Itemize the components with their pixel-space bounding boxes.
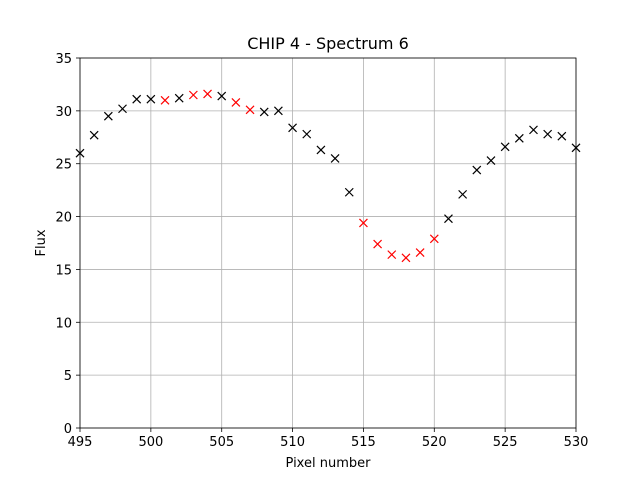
data-points (75, 89, 581, 263)
highlighted-data-point (231, 97, 241, 107)
highlighted-data-point (160, 95, 170, 105)
data-point (118, 104, 127, 114)
data-point (302, 129, 312, 139)
y-tick-label: 5 (64, 369, 72, 384)
highlighted-data-point (387, 250, 397, 260)
data-point (217, 91, 227, 101)
x-axis-title: Pixel number (286, 456, 372, 471)
x-tick-label: 525 (493, 435, 518, 450)
data-point (316, 145, 326, 155)
x-tick-label: 520 (422, 435, 447, 450)
data-point (500, 142, 510, 152)
highlighted-data-point (203, 89, 212, 99)
y-tick-label: 25 (55, 158, 72, 173)
highlighted-data-point (188, 90, 198, 100)
data-point (486, 156, 496, 165)
x-tick-label: 500 (138, 435, 163, 450)
data-point (557, 131, 567, 141)
x-tick-label: 515 (351, 435, 376, 450)
highlighted-data-point (401, 253, 411, 263)
data-point (543, 129, 553, 139)
data-point (288, 123, 297, 133)
highlighted-data-point (359, 218, 368, 228)
y-tick-label: 30 (55, 105, 72, 120)
chart-title: CHIP 4 - Spectrum 6 (247, 34, 409, 53)
data-point (89, 130, 99, 140)
highlighted-data-point (429, 234, 439, 244)
data-point (529, 125, 538, 135)
data-point (174, 93, 184, 103)
x-tick-label: 495 (68, 435, 93, 450)
x-tick-label: 505 (209, 435, 234, 450)
highlighted-data-point (415, 248, 425, 257)
data-point (146, 94, 156, 104)
data-point (344, 187, 354, 197)
data-point (132, 94, 142, 104)
data-point (330, 154, 340, 163)
data-point (103, 111, 113, 121)
y-tick-label: 10 (55, 316, 72, 331)
plot-frame (79, 57, 577, 429)
x-tick-label: 530 (564, 435, 589, 450)
y-tick-label: 20 (55, 211, 72, 226)
y-tick-label: 35 (55, 52, 72, 67)
data-point (472, 165, 482, 175)
data-point (514, 133, 524, 143)
data-point (259, 107, 269, 117)
x-tick-label: 510 (280, 435, 305, 450)
data-point (273, 106, 283, 116)
data-point (444, 214, 453, 224)
y-tick-label: 15 (55, 263, 72, 278)
y-axis-title: Flux (34, 229, 49, 256)
data-point (458, 189, 468, 199)
highlighted-data-point (245, 105, 255, 115)
y-tick-label: 0 (64, 422, 72, 437)
highlighted-data-point (373, 239, 383, 249)
